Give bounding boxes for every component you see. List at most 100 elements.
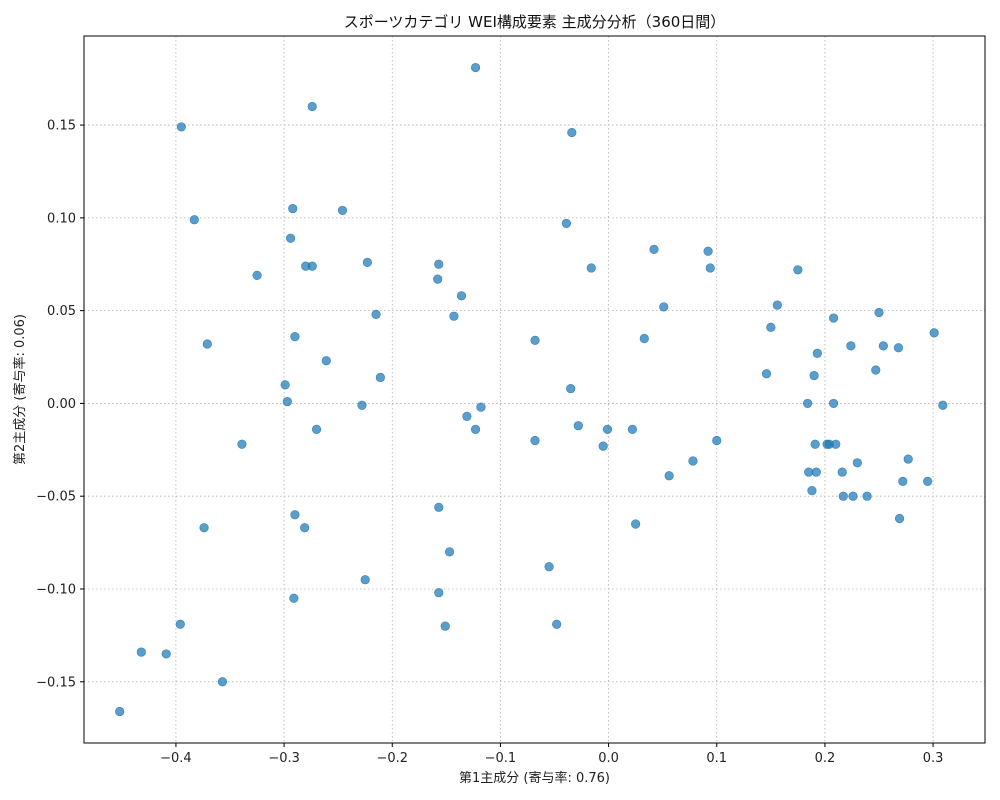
scatter-point [659, 302, 669, 312]
scatter-point [470, 424, 481, 434]
scatter-point [639, 333, 649, 344]
scatter-point [440, 621, 450, 631]
scatter-point [812, 348, 822, 358]
grid-lines [84, 36, 985, 743]
scatter-point [893, 343, 904, 353]
scatter-point [307, 261, 317, 271]
scatter-point [470, 62, 481, 73]
scatter-point [703, 246, 713, 256]
scatter-point [810, 439, 820, 449]
scatter-point [434, 502, 444, 512]
x-tick-label: −0.3 [268, 751, 300, 766]
scatter-point [809, 370, 819, 381]
scatter-point [176, 122, 186, 132]
scatter-point [115, 706, 125, 717]
x-tick-label: −0.1 [485, 751, 517, 766]
scatter-point [530, 435, 540, 446]
y-tick-label: 0.15 [47, 119, 76, 134]
scatter-point [898, 476, 908, 486]
y-tick-label: −0.05 [36, 490, 76, 505]
y-tick-label: −0.15 [36, 675, 76, 690]
x-tick-label: 0.3 [923, 751, 944, 766]
scatter-point [444, 547, 455, 557]
data-points [115, 62, 948, 717]
x-axis-label: 第1主成分 (寄与率: 0.76) [459, 770, 610, 786]
scatter-point [476, 402, 486, 412]
scatter-point [217, 677, 228, 687]
scatter-point [307, 101, 317, 112]
scatter-point [688, 456, 698, 466]
y-axis-label: 第2主成分 (寄与率: 0.06) [12, 314, 28, 465]
scatter-point [360, 575, 370, 585]
y-tick-label: −0.10 [36, 582, 76, 597]
scatter-point [712, 435, 722, 446]
scatter-point [561, 218, 572, 229]
scatter-point [838, 491, 848, 501]
scatter-point [903, 454, 913, 464]
scatter-point [290, 332, 300, 342]
scatter-point [837, 467, 847, 477]
y-tick-label: 0.10 [47, 211, 76, 226]
x-tick-label: 0.0 [598, 751, 619, 766]
scatter-point [462, 411, 472, 422]
scatter-point [375, 372, 385, 383]
scatter-point [878, 341, 888, 351]
scatter-point [894, 513, 905, 524]
scatter-point [793, 265, 803, 275]
scatter-point [803, 398, 813, 409]
scatter-point [189, 215, 199, 225]
scatter-point [846, 341, 856, 351]
scatter-point [664, 471, 674, 481]
scatter-point [288, 203, 298, 214]
x-tick-label: −0.4 [160, 751, 192, 766]
scatter-point [874, 307, 884, 318]
scatter-point [530, 335, 540, 345]
scatter-point [161, 649, 171, 659]
scatter-point [852, 458, 862, 468]
scatter-point [357, 400, 367, 410]
scatter-point [705, 263, 715, 273]
axis-ticks: −0.4 −0.3 −0.2 −0.1 0.0 0.1 0.2 0.3 −0.15 −0.10 −0… [36, 119, 943, 766]
scatter-point [567, 127, 577, 138]
scatter-point [449, 311, 459, 321]
scatter-point [282, 396, 292, 407]
scatter-point [300, 523, 310, 533]
scatter-point [929, 328, 939, 338]
scatter-point [175, 619, 185, 629]
scatter-point [434, 588, 444, 598]
x-tick-label: 0.1 [706, 751, 727, 766]
scatter-point [289, 593, 299, 603]
scatter-point [280, 380, 290, 390]
scatter-point [766, 322, 776, 332]
scatter-point [649, 244, 659, 254]
scatter-point [456, 291, 467, 301]
scatter-point [290, 510, 300, 520]
scatter-point [321, 356, 331, 366]
scatter-point [828, 398, 839, 409]
plot-frame [83, 35, 986, 744]
scatter-point [202, 339, 212, 349]
scatter-point [871, 365, 881, 375]
y-tick-label: 0.05 [47, 304, 76, 319]
scatter-point [199, 523, 209, 533]
scatter-point [434, 259, 444, 269]
scatter-point [552, 619, 562, 629]
scatter-point [252, 270, 262, 280]
scatter-point [862, 491, 872, 501]
scatter-point [337, 205, 348, 216]
scatter-point [828, 313, 839, 323]
scatter-point [586, 263, 596, 273]
scatter-point [631, 519, 641, 529]
scatter-point [544, 562, 554, 572]
scatter-point [772, 300, 782, 310]
scatter-point [311, 424, 322, 434]
scatter-point [362, 257, 372, 267]
chart-title: スポーツカテゴリ WEI構成要素 主成分分析（360日間） [344, 13, 726, 31]
scatter-point [371, 309, 381, 319]
scatter-point [938, 400, 948, 410]
scatter-point [136, 647, 146, 657]
scatter-point [237, 439, 247, 449]
scatter-point [761, 369, 772, 379]
